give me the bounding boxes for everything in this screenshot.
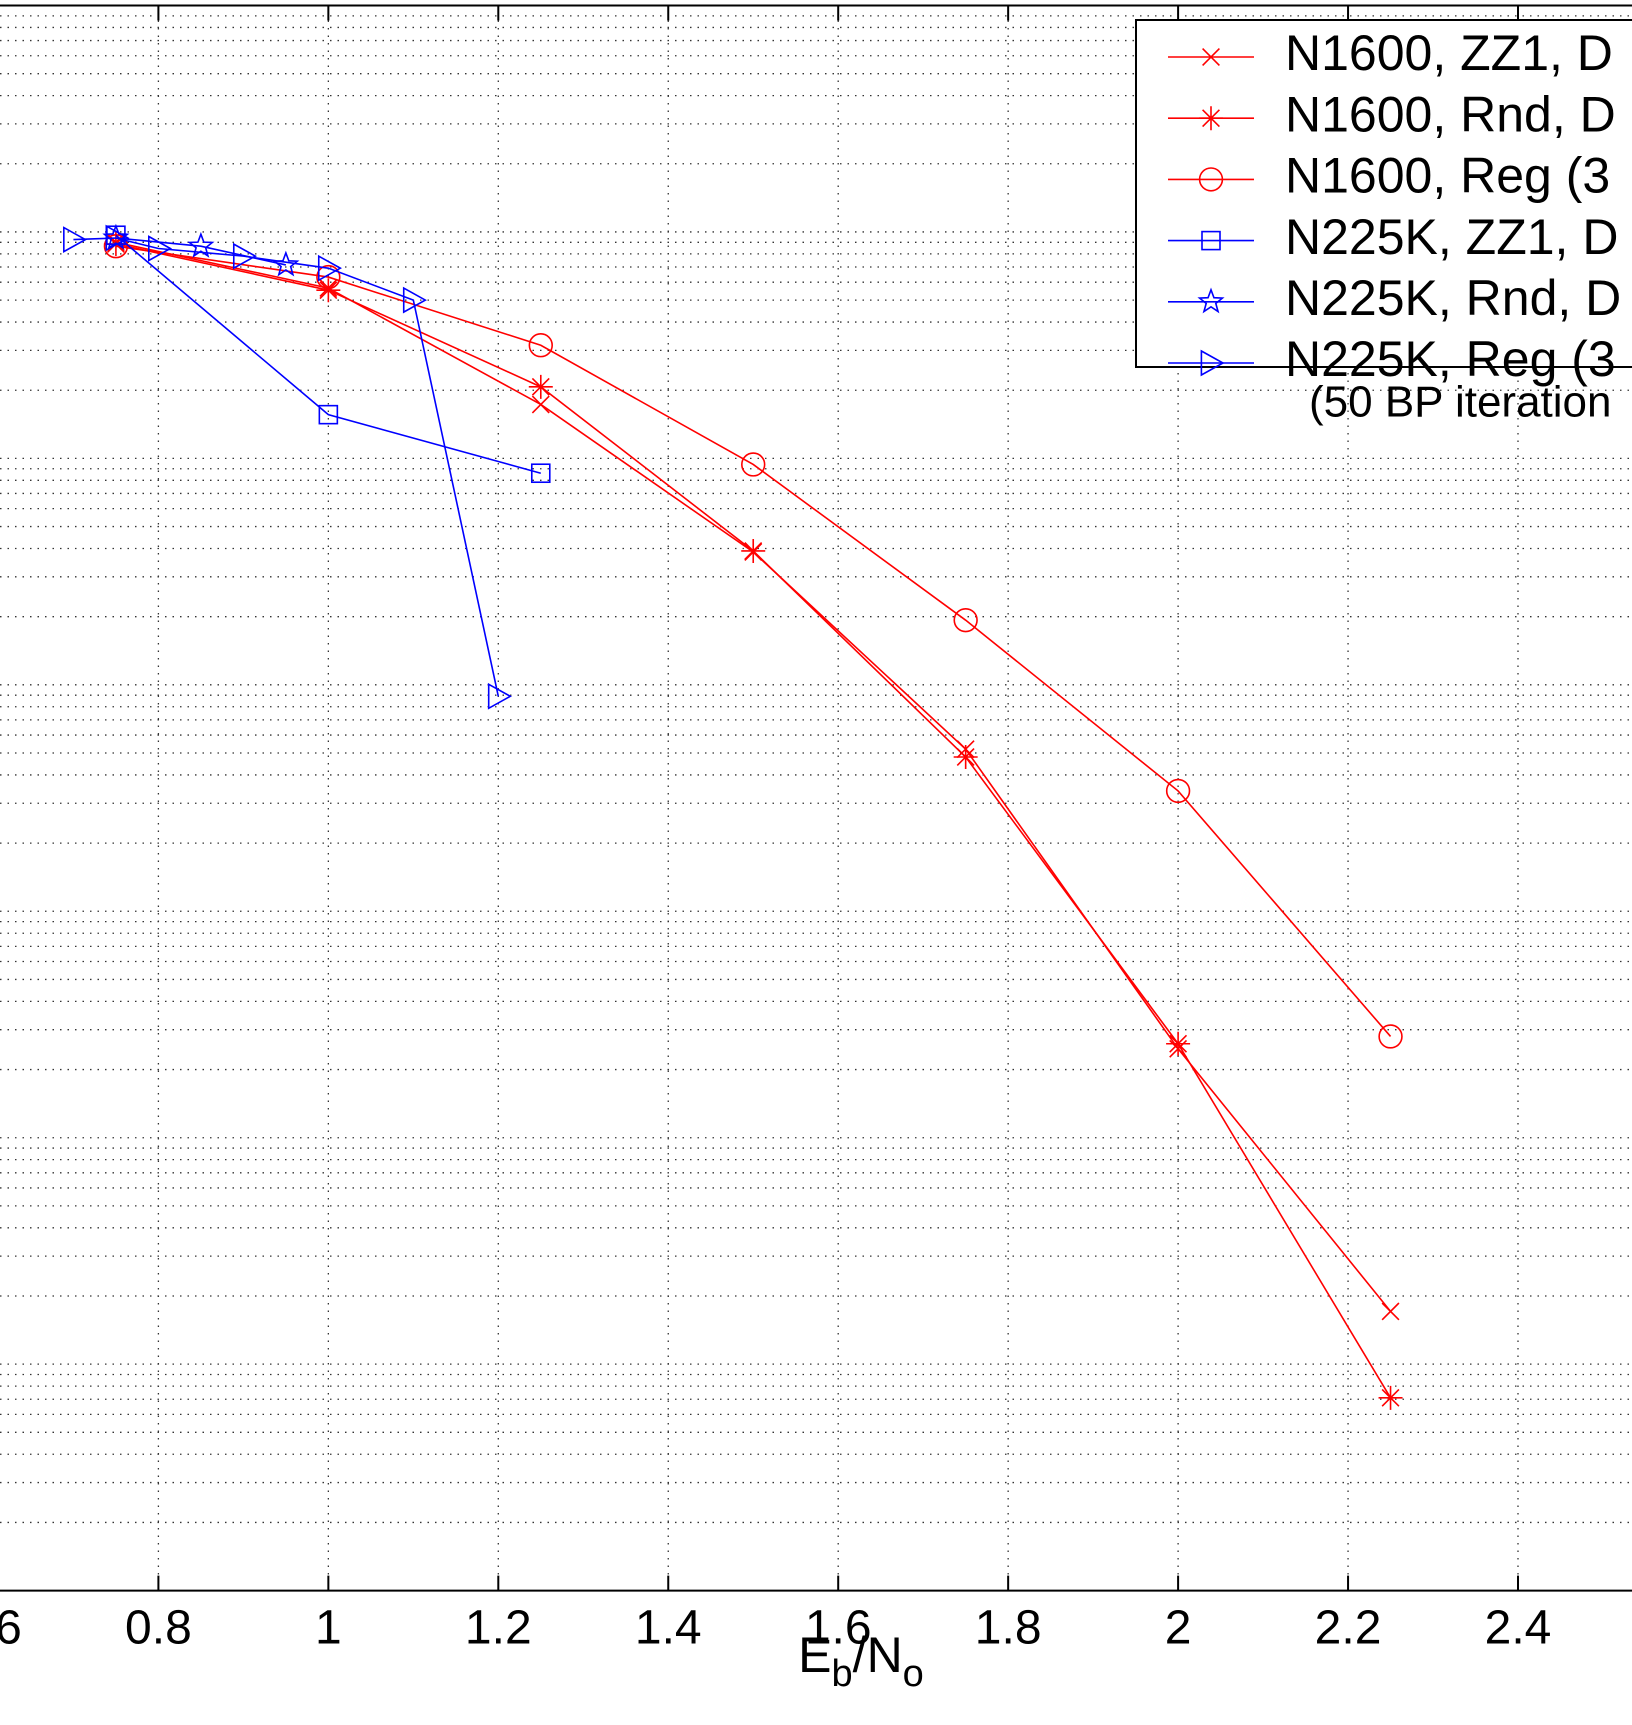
- marker: [953, 607, 978, 633]
- marker: [487, 682, 512, 710]
- x-tick-label: 1.4: [635, 1602, 702, 1655]
- x-tick-label: 2.2: [1315, 1602, 1382, 1655]
- legend-marker: [1198, 167, 1224, 192]
- x-label-part: /N: [853, 1627, 903, 1683]
- x-label-part: E: [798, 1627, 831, 1683]
- legend-marker: [1200, 349, 1225, 377]
- plot-area: [63, 223, 1403, 1410]
- axes: 0.6 0.8 1 1.2 1.4 1.6 1.8 2 2.2 2.4: [0, 4, 1632, 1655]
- legend-entry: N225K, Reg (3: [1168, 331, 1616, 387]
- legend-label: N1600, ZZ1, D: [1285, 25, 1613, 81]
- legend-marker: [1202, 48, 1220, 66]
- series-line: [73, 237, 500, 697]
- marker: [528, 374, 553, 399]
- legend-label: N225K, Reg (3: [1285, 331, 1616, 387]
- x-tick-label: 0.6: [0, 1602, 22, 1655]
- x-tick-label: 2.4: [1485, 1602, 1552, 1655]
- marker: [318, 404, 339, 425]
- legend-entry: N1600, ZZ1, D: [1168, 25, 1613, 81]
- marker: [105, 224, 130, 252]
- x-label-sub: b: [832, 1653, 853, 1695]
- series-line: [115, 245, 1392, 1037]
- series: [63, 224, 512, 710]
- legend-label: N1600, Rnd, D: [1285, 86, 1616, 142]
- legend-label: N1600, Reg (3: [1285, 148, 1610, 204]
- marker: [528, 333, 553, 358]
- marker: [316, 278, 341, 303]
- marker: [402, 286, 427, 314]
- marker: [102, 223, 130, 250]
- marker: [530, 463, 551, 484]
- legend-label: N225K, Rnd, D: [1285, 270, 1621, 326]
- marker: [103, 234, 129, 259]
- series-line: [115, 234, 542, 474]
- series: [103, 234, 1403, 1049]
- marker: [63, 226, 88, 253]
- x-axis-label: Eb/No: [798, 1627, 924, 1695]
- marker: [1165, 778, 1191, 804]
- marker: [148, 235, 173, 262]
- marker: [531, 395, 550, 414]
- x-tick-label: 1.6: [805, 1602, 872, 1655]
- x-label-sub: o: [903, 1653, 924, 1695]
- x-tick-label: 1.8: [975, 1602, 1042, 1655]
- x-tick-label: 1: [315, 1602, 342, 1655]
- legend-marker: [1197, 287, 1225, 314]
- marker: [1378, 1385, 1403, 1410]
- marker: [741, 538, 766, 563]
- marker: [1378, 1024, 1403, 1049]
- marker: [187, 231, 215, 258]
- x-tick-label: 0.8: [125, 1602, 192, 1655]
- marker: [1166, 1031, 1191, 1056]
- marker: [316, 264, 341, 290]
- legend-entry: N225K, ZZ1, D: [1168, 209, 1618, 265]
- marker: [317, 254, 342, 282]
- marker: [741, 452, 766, 477]
- legend-marker: [1199, 106, 1223, 131]
- legend-entry: N1600, Rnd, D: [1168, 86, 1616, 142]
- x-tick-label: 2: [1165, 1602, 1192, 1655]
- legend-label: N225K, ZZ1, D: [1285, 209, 1618, 265]
- marker: [232, 242, 258, 270]
- legend-entry: N1600, Reg (3: [1168, 148, 1610, 204]
- legend-box: [1135, 19, 1632, 368]
- marker: [953, 745, 978, 770]
- marker: [1381, 1302, 1400, 1321]
- legend-entry: N225K, Rnd, D: [1168, 270, 1621, 326]
- legend-marker: [1201, 230, 1221, 251]
- x-tick-label: 1.2: [465, 1602, 532, 1655]
- annotation: (50 BP iteration: [1309, 378, 1611, 427]
